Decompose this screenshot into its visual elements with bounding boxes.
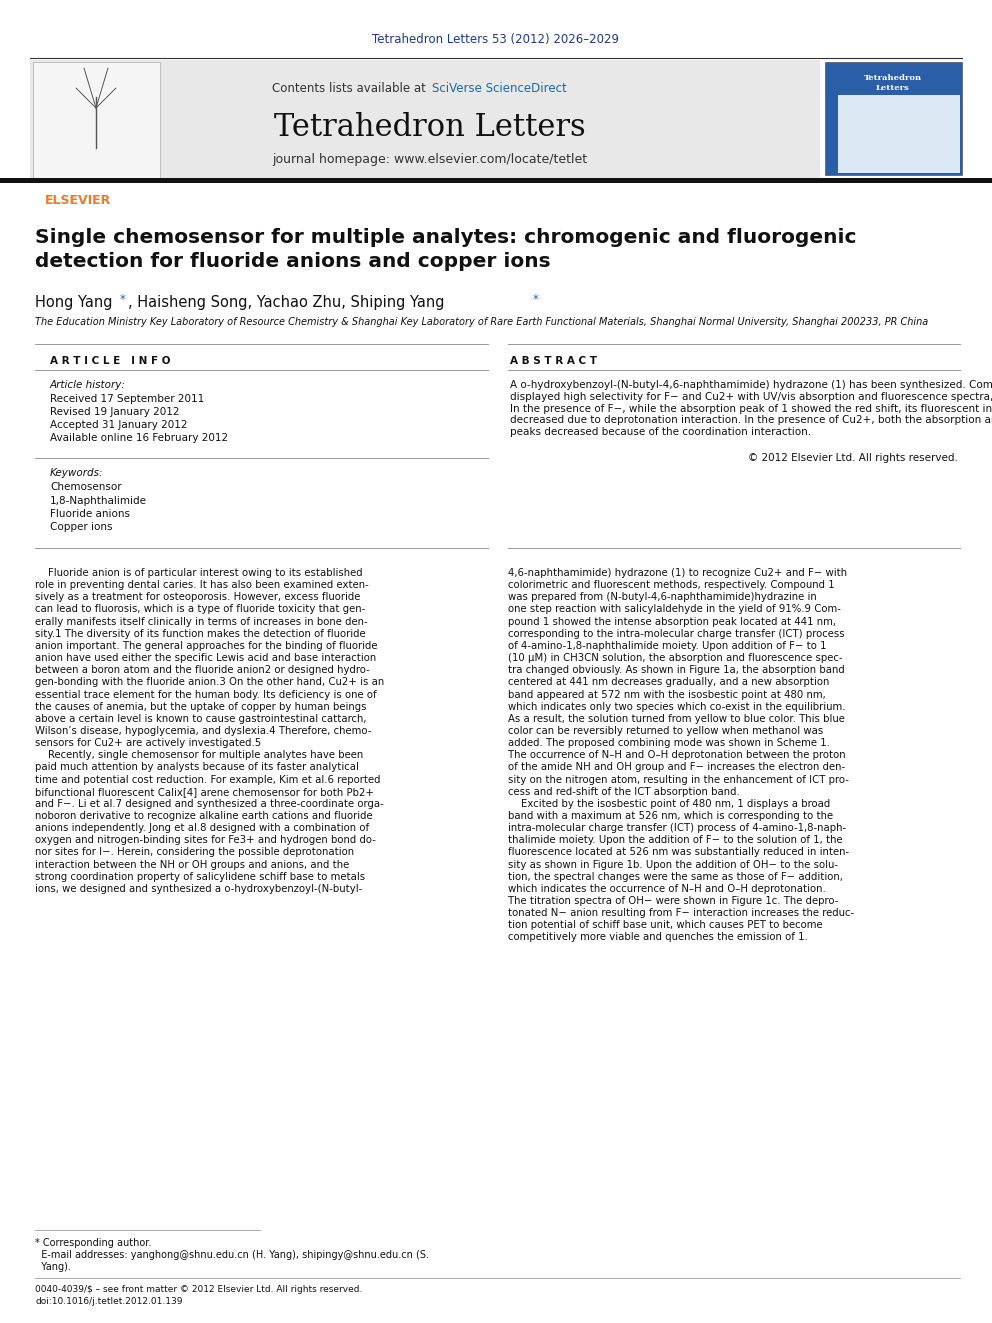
Text: sity.1 The diversity of its function makes the detection of fluoride: sity.1 The diversity of its function mak… — [35, 628, 366, 639]
Bar — [825, 62, 962, 175]
Text: band appeared at 572 nm with the isosbestic point at 480 nm,: band appeared at 572 nm with the isosbes… — [508, 689, 825, 700]
Text: Revised 19 January 2012: Revised 19 January 2012 — [50, 407, 180, 417]
Text: band with a maximum at 526 nm, which is corresponding to the: band with a maximum at 526 nm, which is … — [508, 811, 833, 822]
Text: and F−. Li et al.7 designed and synthesized a three-coordinate orga-: and F−. Li et al.7 designed and synthesi… — [35, 799, 384, 808]
Text: pound 1 showed the intense absorption peak located at 441 nm,: pound 1 showed the intense absorption pe… — [508, 617, 836, 627]
Text: bifunctional fluorescent Calix[4] arene chemosensor for both Pb2+: bifunctional fluorescent Calix[4] arene … — [35, 787, 374, 796]
Text: SciVerse ScienceDirect: SciVerse ScienceDirect — [432, 82, 566, 94]
Text: sity as shown in Figure 1b. Upon the addition of OH− to the solu-: sity as shown in Figure 1b. Upon the add… — [508, 860, 838, 869]
Text: corresponding to the intra-molecular charge transfer (ICT) process: corresponding to the intra-molecular cha… — [508, 628, 844, 639]
Text: Contents lists available at: Contents lists available at — [273, 82, 430, 94]
Text: 4,6-naphthamimide) hydrazone (1) to recognize Cu2+ and F− with: 4,6-naphthamimide) hydrazone (1) to reco… — [508, 568, 847, 578]
Text: interaction between the NH or OH groups and anions, and the: interaction between the NH or OH groups … — [35, 860, 349, 869]
Text: sensors for Cu2+ are actively investigated.5: sensors for Cu2+ are actively investigat… — [35, 738, 261, 747]
Text: The Education Ministry Key Laboratory of Resource Chemistry & Shanghai Key Labor: The Education Ministry Key Laboratory of… — [35, 318, 929, 327]
Text: which indicates the occurrence of N–H and O–H deprotonation.: which indicates the occurrence of N–H an… — [508, 884, 825, 894]
Text: strong coordination property of salicylidene schiff base to metals: strong coordination property of salicyli… — [35, 872, 365, 881]
Text: between a boron atom and the fluoride anion2 or designed hydro-: between a boron atom and the fluoride an… — [35, 665, 370, 675]
Text: which indicates only two species which co-exist in the equilibrium.: which indicates only two species which c… — [508, 701, 845, 712]
Text: thalimide moiety. Upon the addition of F− to the solution of 1, the: thalimide moiety. Upon the addition of F… — [508, 835, 842, 845]
Text: centered at 441 nm decreases gradually, and a new absorption: centered at 441 nm decreases gradually, … — [508, 677, 829, 688]
Text: intra-molecular charge transfer (ICT) process of 4-amino-1,8-naph-: intra-molecular charge transfer (ICT) pr… — [508, 823, 846, 833]
Text: (10 μM) in CH3CN solution, the absorption and fluorescence spec-: (10 μM) in CH3CN solution, the absorptio… — [508, 654, 842, 663]
Text: colorimetric and fluorescent methods, respectively. Compound 1: colorimetric and fluorescent methods, re… — [508, 581, 834, 590]
Text: essential trace element for the human body. Its deficiency is one of: essential trace element for the human bo… — [35, 689, 377, 700]
Text: doi:10.1016/j.tetlet.2012.01.139: doi:10.1016/j.tetlet.2012.01.139 — [35, 1297, 183, 1306]
Text: A R T I C L E   I N F O: A R T I C L E I N F O — [50, 356, 171, 366]
Text: cess and red-shift of the ICT absorption band.: cess and red-shift of the ICT absorption… — [508, 787, 740, 796]
Text: was prepared from (N-butyl-4,6-naphthamimide)hydrazine in: was prepared from (N-butyl-4,6-naphthami… — [508, 593, 816, 602]
Text: Yang).: Yang). — [35, 1262, 70, 1271]
Bar — [838, 95, 960, 173]
Text: Single chemosensor for multiple analytes: chromogenic and fluorogenic
detection : Single chemosensor for multiple analytes… — [35, 228, 856, 271]
Text: gen-bonding with the fluoride anion.3 On the other hand, Cu2+ is an: gen-bonding with the fluoride anion.3 On… — [35, 677, 384, 688]
Text: , Haisheng Song, Yachao Zhu, Shiping Yang: , Haisheng Song, Yachao Zhu, Shiping Yan… — [128, 295, 449, 310]
Text: Chemosensor: Chemosensor — [50, 482, 122, 492]
Text: Tetrahedron Letters 53 (2012) 2026–2029: Tetrahedron Letters 53 (2012) 2026–2029 — [373, 33, 619, 46]
Text: As a result, the solution turned from yellow to blue color. This blue: As a result, the solution turned from ye… — [508, 714, 845, 724]
Text: color can be reversibly returned to yellow when methanol was: color can be reversibly returned to yell… — [508, 726, 823, 736]
Text: Fluoride anion is of particular interest owing to its established: Fluoride anion is of particular interest… — [35, 568, 363, 578]
Text: *: * — [120, 292, 126, 306]
Text: tion, the spectral changes were the same as those of F− addition,: tion, the spectral changes were the same… — [508, 872, 843, 881]
Bar — [0, 179, 992, 183]
Text: Accepted 31 January 2012: Accepted 31 January 2012 — [50, 419, 187, 430]
Text: Recently, single chemosensor for multiple analytes have been: Recently, single chemosensor for multipl… — [35, 750, 363, 761]
Text: Wilson’s disease, hypoglycemia, and dyslexia.4 Therefore, chemo-: Wilson’s disease, hypoglycemia, and dysl… — [35, 726, 371, 736]
Text: the causes of anemia, but the uptake of copper by human beings: the causes of anemia, but the uptake of … — [35, 701, 366, 712]
Text: Keywords:: Keywords: — [50, 468, 103, 478]
Text: The titration spectra of OH− were shown in Figure 1c. The depro-: The titration spectra of OH− were shown … — [508, 896, 838, 906]
Text: tion potential of schiff base unit, which causes PET to become: tion potential of schiff base unit, whic… — [508, 921, 822, 930]
Text: journal homepage: www.elsevier.com/locate/tetlet: journal homepage: www.elsevier.com/locat… — [273, 153, 587, 167]
Text: tra changed obviously. As shown in Figure 1a, the absorption band: tra changed obviously. As shown in Figur… — [508, 665, 845, 675]
Text: peaks decreased because of the coordination interaction.: peaks decreased because of the coordinat… — [510, 427, 811, 437]
Text: of 4-amino-1,8-naphthalimide moiety. Upon addition of F− to 1: of 4-amino-1,8-naphthalimide moiety. Upo… — [508, 640, 826, 651]
Bar — [33, 62, 160, 179]
Text: displayed high selectivity for F− and Cu2+ with UV/vis absorption and fluorescen: displayed high selectivity for F− and Cu… — [510, 392, 992, 402]
Text: ions, we designed and synthesized a o-hydroxybenzoyl-(N-butyl-: ions, we designed and synthesized a o-hy… — [35, 884, 362, 894]
Text: fluorescence located at 526 nm was substantially reduced in inten-: fluorescence located at 526 nm was subst… — [508, 848, 849, 857]
Bar — [30, 60, 820, 179]
Text: *: * — [533, 292, 539, 306]
Text: In the presence of F−, while the absorption peak of 1 showed the red shift, its : In the presence of F−, while the absorpt… — [510, 404, 992, 414]
Text: Tetrahedron
Letters: Tetrahedron Letters — [864, 74, 922, 91]
Text: Fluoride anions: Fluoride anions — [50, 509, 130, 519]
Text: Received 17 September 2011: Received 17 September 2011 — [50, 394, 204, 404]
Text: oxygen and nitrogen-binding sites for Fe3+ and hydrogen bond do-: oxygen and nitrogen-binding sites for Fe… — [35, 835, 376, 845]
Text: sity on the nitrogen atom, resulting in the enhancement of ICT pro-: sity on the nitrogen atom, resulting in … — [508, 774, 849, 785]
Text: erally manifests itself clinically in terms of increases in bone den-: erally manifests itself clinically in te… — [35, 617, 368, 627]
Text: The occurrence of N–H and O–H deprotonation between the proton: The occurrence of N–H and O–H deprotonat… — [508, 750, 845, 761]
Text: competitively more viable and quenches the emission of 1.: competitively more viable and quenches t… — [508, 933, 807, 942]
Text: ELSEVIER: ELSEVIER — [45, 193, 111, 206]
Text: added. The proposed combining mode was shown in Scheme 1.: added. The proposed combining mode was s… — [508, 738, 830, 747]
Text: A B S T R A C T: A B S T R A C T — [510, 356, 597, 366]
Text: tonated N− anion resulting from F− interaction increases the reduc-: tonated N− anion resulting from F− inter… — [508, 908, 854, 918]
Text: time and potential cost reduction. For example, Kim et al.6 reported: time and potential cost reduction. For e… — [35, 774, 381, 785]
Text: one step reaction with salicylaldehyde in the yield of 91%.9 Com-: one step reaction with salicylaldehyde i… — [508, 605, 841, 614]
Text: E-mail addresses: yanghong@shnu.edu.cn (H. Yang), shipingy@shnu.edu.cn (S.: E-mail addresses: yanghong@shnu.edu.cn (… — [35, 1250, 429, 1259]
Text: decreased due to deprotonation interaction. In the presence of Cu2+, both the ab: decreased due to deprotonation interacti… — [510, 415, 992, 426]
Text: nor sites for I−. Herein, considering the possible deprotonation: nor sites for I−. Herein, considering th… — [35, 848, 354, 857]
Text: above a certain level is known to cause gastrointestinal cattarch,: above a certain level is known to cause … — [35, 714, 366, 724]
Text: of the amide NH and OH group and F− increases the electron den-: of the amide NH and OH group and F− incr… — [508, 762, 845, 773]
Text: anion have used either the specific Lewis acid and base interaction: anion have used either the specific Lewi… — [35, 654, 376, 663]
Text: Excited by the isosbestic point of 480 nm, 1 displays a broad: Excited by the isosbestic point of 480 n… — [508, 799, 830, 808]
Text: Article history:: Article history: — [50, 380, 126, 390]
Text: Tetrahedron Letters: Tetrahedron Letters — [274, 112, 586, 143]
Text: Copper ions: Copper ions — [50, 523, 112, 532]
Text: role in preventing dental caries. It has also been examined exten-: role in preventing dental caries. It has… — [35, 581, 369, 590]
Text: Hong Yang: Hong Yang — [35, 295, 117, 310]
Text: 0040-4039/$ – see front matter © 2012 Elsevier Ltd. All rights reserved.: 0040-4039/$ – see front matter © 2012 El… — [35, 1285, 362, 1294]
Text: Available online 16 February 2012: Available online 16 February 2012 — [50, 433, 228, 443]
Text: © 2012 Elsevier Ltd. All rights reserved.: © 2012 Elsevier Ltd. All rights reserved… — [748, 452, 958, 463]
Text: paid much attention by analysts because of its faster analytical: paid much attention by analysts because … — [35, 762, 359, 773]
Text: noboron derivative to recognize alkaline earth cations and fluoride: noboron derivative to recognize alkaline… — [35, 811, 373, 822]
Text: can lead to fluorosis, which is a type of fluoride toxicity that gen-: can lead to fluorosis, which is a type o… — [35, 605, 365, 614]
Text: anions independently. Jong et al.8 designed with a combination of: anions independently. Jong et al.8 desig… — [35, 823, 369, 833]
Text: anion important. The general approaches for the binding of fluoride: anion important. The general approaches … — [35, 640, 378, 651]
Text: 1,8-Naphthalimide: 1,8-Naphthalimide — [50, 496, 147, 505]
Text: A o-hydroxybenzoyl-(N-butyl-4,6-naphthamimide) hydrazone (1) has been synthesize: A o-hydroxybenzoyl-(N-butyl-4,6-naphtham… — [510, 380, 992, 390]
Text: * Corresponding author.: * Corresponding author. — [35, 1238, 152, 1248]
Text: sively as a treatment for osteoporosis. However, excess fluoride: sively as a treatment for osteoporosis. … — [35, 593, 360, 602]
